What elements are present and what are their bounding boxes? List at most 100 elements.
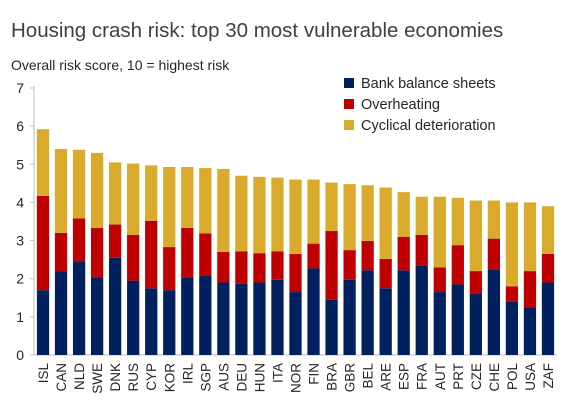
bar-segment-aus-overheating — [217, 252, 230, 283]
bar-segment-sgp-overheating — [199, 233, 212, 277]
bar-segment-can-cyclical-deterioration — [54, 149, 68, 233]
bar-segment-che-bank-balance-sheets — [487, 269, 501, 355]
y-tick-label: 1 — [16, 309, 24, 325]
bar-segment-irl-bank-balance-sheets — [181, 277, 194, 355]
bar-segment-zaf-cyclical-deterioration — [541, 206, 555, 254]
x-tick-label: ARE — [379, 363, 394, 391]
bar-segment-deu-cyclical-deterioration — [235, 175, 248, 252]
bar-segment-aut-cyclical-deterioration — [433, 196, 446, 268]
y-tick-label: 0 — [16, 347, 24, 363]
bar-segment-pol-bank-balance-sheets — [505, 301, 519, 355]
x-tick-label: USA — [523, 363, 538, 391]
bar-segment-kor-bank-balance-sheets — [163, 290, 176, 355]
x-tick-label: PRT — [451, 363, 466, 390]
bar-segment-gbr-bank-balance-sheets — [343, 279, 356, 355]
bar-segment-fra-overheating — [415, 234, 428, 266]
bar-segment-prt-bank-balance-sheets — [451, 284, 464, 355]
legend-swatch — [344, 78, 354, 88]
bar-segment-deu-bank-balance-sheets — [235, 283, 248, 355]
bar-segment-fra-cyclical-deterioration — [415, 196, 428, 235]
y-tick-label: 5 — [16, 156, 24, 172]
bar-segment-cze-cyclical-deterioration — [469, 200, 482, 272]
bar-segment-bra-cyclical-deterioration — [325, 182, 338, 232]
bar-segment-cyp-overheating — [145, 220, 158, 289]
x-tick-label: ZAF — [541, 363, 556, 389]
y-tick-label: 2 — [16, 271, 24, 287]
x-tick-label: FIN — [307, 363, 322, 385]
bar-segment-swe-bank-balance-sheets — [90, 277, 104, 355]
x-tick-label: GBR — [343, 363, 358, 393]
y-tick-label: 4 — [16, 194, 24, 210]
x-tick-label: ISL — [36, 363, 51, 384]
bar-segment-dnk-cyclical-deterioration — [109, 162, 122, 225]
x-tick-label: CZE — [469, 363, 484, 390]
bar-segment-zaf-overheating — [541, 253, 555, 283]
bar-segment-bel-cyclical-deterioration — [361, 185, 374, 241]
x-tick-label: POL — [505, 363, 520, 391]
legend: Bank balance sheets Overheating Cyclical d… — [344, 76, 496, 134]
bar-segment-gbr-cyclical-deterioration — [343, 184, 356, 251]
bar-segment-usa-bank-balance-sheets — [523, 307, 537, 355]
bar-segment-zaf-bank-balance-sheets — [541, 282, 555, 355]
x-tick-label: SWE — [90, 363, 105, 394]
bar-segment-dnk-bank-balance-sheets — [109, 257, 122, 355]
bar-segment-swe-overheating — [90, 227, 104, 278]
bar-segment-gbr-overheating — [343, 250, 356, 280]
legend-swatch — [344, 99, 354, 109]
bar-segment-irl-overheating — [181, 227, 194, 278]
x-tick-label: RUS — [126, 363, 141, 392]
bar-segment-aus-cyclical-deterioration — [217, 168, 230, 253]
bar-segment-usa-cyclical-deterioration — [523, 202, 537, 272]
bar-segment-nld-overheating — [72, 218, 86, 262]
bar-segment-ita-bank-balance-sheets — [271, 279, 284, 355]
bar-segment-rus-bank-balance-sheets — [127, 280, 140, 355]
bar-segment-che-cyclical-deterioration — [487, 200, 501, 239]
bar-segment-kor-cyclical-deterioration — [163, 166, 176, 248]
bar-segment-isl-overheating — [36, 195, 50, 291]
bar-segment-are-overheating — [379, 258, 392, 289]
bar-segment-bra-overheating — [325, 231, 338, 300]
y-tick-label: 7 — [16, 80, 24, 96]
legend-label: Cyclical deterioration — [361, 118, 496, 134]
bar-segment-are-bank-balance-sheets — [379, 288, 392, 355]
bar-segment-kor-overheating — [163, 247, 176, 291]
bar-segment-bel-bank-balance-sheets — [361, 270, 374, 355]
bar-segment-prt-overheating — [451, 245, 464, 285]
x-tick-label: NLD — [72, 363, 87, 390]
bar-segment-ita-overheating — [271, 251, 284, 280]
bar-segment-usa-overheating — [523, 271, 537, 308]
bar-segment-bel-overheating — [361, 240, 374, 271]
x-tick-labels: ISL CAN NLD SWE DNK RUS CYP KOR IRL SGP AUS DEU HUN I… — [36, 363, 556, 394]
bar-segment-isl-cyclical-deterioration — [36, 129, 50, 196]
bar-segment-rus-cyclical-deterioration — [127, 163, 140, 235]
bar-segment-che-overheating — [487, 238, 501, 270]
bar-segment-fra-bank-balance-sheets — [415, 265, 428, 355]
bar-segment-ita-cyclical-deterioration — [271, 177, 284, 252]
y-tick-label: 6 — [16, 118, 24, 134]
bar-segment-sgp-cyclical-deterioration — [199, 168, 212, 234]
bar-segment-pol-overheating — [505, 286, 519, 302]
chart-subtitle: Overall risk score, 10 = highest risk — [11, 57, 230, 73]
x-tick-label: ESP — [397, 363, 412, 390]
bar-segment-esp-cyclical-deterioration — [397, 192, 410, 237]
bar-segment-hun-bank-balance-sheets — [253, 282, 266, 355]
bar-segment-nld-cyclical-deterioration — [72, 149, 86, 219]
bar-segment-are-cyclical-deterioration — [379, 187, 392, 259]
bar-segment-can-bank-balance-sheets — [54, 271, 68, 355]
bar-segment-cze-overheating — [469, 271, 482, 294]
bar-segment-cze-bank-balance-sheets — [469, 293, 482, 355]
x-tick-label: BEL — [361, 363, 376, 389]
legend-label: Bank balance sheets — [361, 76, 496, 92]
bar-segment-irl-cyclical-deterioration — [181, 166, 194, 228]
bar-segment-aus-bank-balance-sheets — [217, 282, 230, 355]
bar-segment-swe-cyclical-deterioration — [90, 152, 104, 228]
x-tick-label: HUN — [252, 363, 267, 392]
bar-segment-hun-cyclical-deterioration — [253, 176, 266, 254]
bar-segment-deu-overheating — [235, 251, 248, 284]
bar-segment-fin-overheating — [307, 243, 320, 269]
x-tick-label: KOR — [162, 363, 177, 393]
x-tick-label: IRL — [180, 363, 195, 385]
bar-segment-isl-bank-balance-sheets — [36, 290, 50, 355]
bar-segment-nor-bank-balance-sheets — [289, 292, 302, 355]
